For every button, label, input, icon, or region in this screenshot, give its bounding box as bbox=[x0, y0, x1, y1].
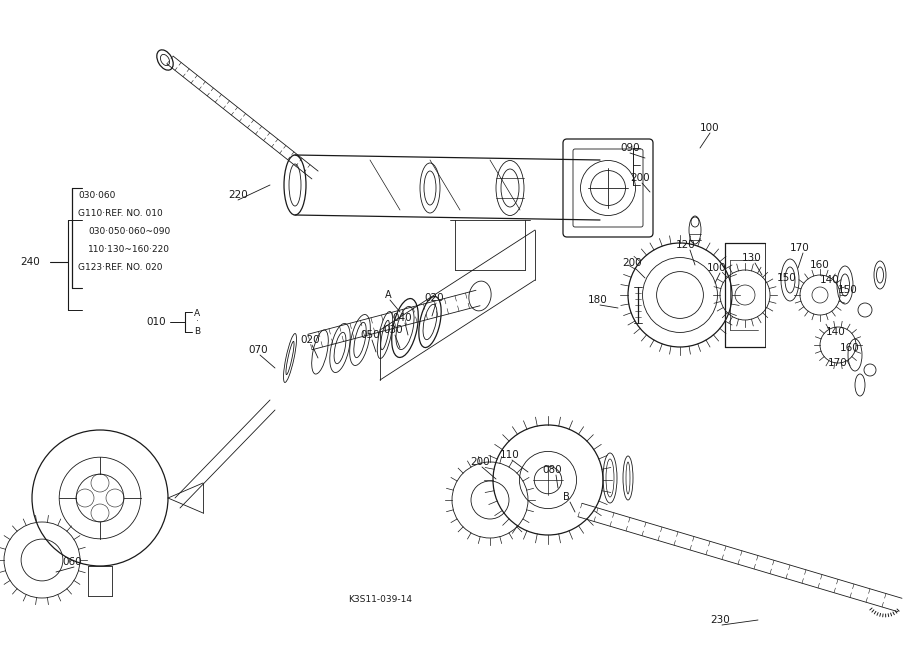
Text: 080: 080 bbox=[542, 465, 562, 475]
Text: 240: 240 bbox=[20, 257, 40, 267]
Text: A: A bbox=[385, 290, 391, 300]
Text: 230: 230 bbox=[710, 615, 730, 625]
Text: 200: 200 bbox=[471, 457, 490, 467]
Text: B: B bbox=[562, 492, 570, 502]
Text: A: A bbox=[194, 309, 200, 317]
Text: 030: 030 bbox=[383, 325, 403, 335]
Text: 160: 160 bbox=[840, 343, 860, 353]
Text: 070: 070 bbox=[248, 345, 267, 355]
Text: 170: 170 bbox=[828, 358, 848, 368]
Text: 150: 150 bbox=[777, 273, 797, 283]
Text: 130: 130 bbox=[743, 253, 762, 263]
Text: 200: 200 bbox=[630, 173, 650, 183]
Text: G123·REF. NO. 020: G123·REF. NO. 020 bbox=[78, 263, 163, 271]
Text: ·: · bbox=[196, 317, 199, 327]
Text: 180: 180 bbox=[588, 295, 607, 305]
Text: 140: 140 bbox=[820, 275, 840, 285]
Text: 110: 110 bbox=[500, 450, 520, 460]
Text: G110·REF. NO. 010: G110·REF. NO. 010 bbox=[78, 208, 163, 218]
Text: 100: 100 bbox=[700, 123, 720, 133]
Text: 140: 140 bbox=[826, 327, 845, 337]
Text: 120: 120 bbox=[676, 240, 696, 250]
Text: 020: 020 bbox=[301, 335, 320, 345]
Text: 220: 220 bbox=[228, 190, 248, 200]
Text: 160: 160 bbox=[811, 260, 830, 270]
Text: 040: 040 bbox=[392, 313, 412, 323]
Text: 110·130~160·220: 110·130~160·220 bbox=[88, 244, 170, 253]
Text: 010: 010 bbox=[146, 317, 165, 327]
Text: 150: 150 bbox=[838, 285, 857, 295]
Text: 090: 090 bbox=[620, 143, 640, 153]
Text: 050: 050 bbox=[360, 330, 380, 340]
Text: 100: 100 bbox=[708, 263, 727, 273]
Text: 030·060: 030·060 bbox=[78, 190, 116, 200]
Text: 030·050·060~090: 030·050·060~090 bbox=[88, 226, 170, 236]
Text: 200: 200 bbox=[622, 258, 641, 268]
Text: 170: 170 bbox=[790, 243, 810, 253]
Text: B: B bbox=[194, 327, 200, 335]
Text: 060: 060 bbox=[62, 557, 82, 567]
Text: 020: 020 bbox=[425, 293, 444, 303]
Text: K3S11-039-14: K3S11-039-14 bbox=[348, 595, 412, 605]
